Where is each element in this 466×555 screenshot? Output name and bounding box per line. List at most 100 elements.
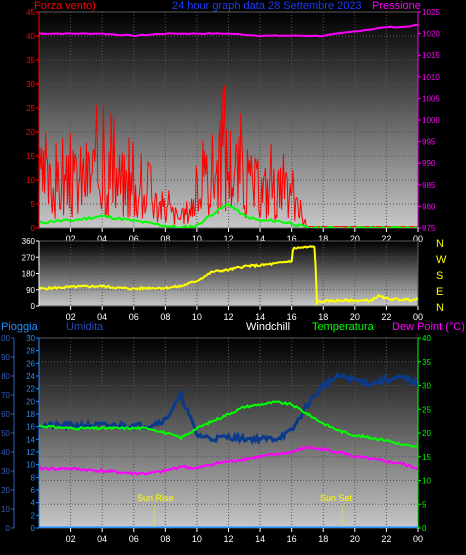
y-tick-label: 28 <box>26 347 35 356</box>
x-tick-label: 20 <box>350 312 360 322</box>
dir-letter-s: S <box>436 270 444 282</box>
x-tick-label: 02 <box>66 534 76 544</box>
y-tick-label: 360 <box>22 237 36 246</box>
x-tick-label: 10 <box>192 234 202 244</box>
y-tick-label: 20 <box>422 429 431 438</box>
x-tick-label: 20 <box>350 534 360 544</box>
y-tick-label: 1005 <box>422 94 440 103</box>
y-tick-label: 20 <box>26 397 35 406</box>
y-tick-label: 25 <box>26 104 35 113</box>
x-tick-label: 16 <box>287 312 297 322</box>
y-tick-label: 35 <box>422 358 431 367</box>
wind-axis-label: Forza vento) <box>34 0 96 12</box>
y-tick-label: 1000 <box>422 116 440 125</box>
x-tick-label: 22 <box>381 534 391 544</box>
x-tick-label: 14 <box>255 534 265 544</box>
y-tick-label: 35 <box>26 56 35 65</box>
y-tick-label: 0 <box>31 524 36 533</box>
x-tick-label: 22 <box>381 312 391 322</box>
legend-pioggia: Pioggia <box>1 321 38 333</box>
y-tick-label: 8 <box>31 473 36 482</box>
x-tick-label: 06 <box>129 534 139 544</box>
y-tick-label: 270 <box>22 253 36 262</box>
x-tick-label: 08 <box>160 534 170 544</box>
y-tick-label: 10 <box>422 477 431 486</box>
y-tick-label: 4 <box>31 499 36 508</box>
x-tick-label: 16 <box>287 234 297 244</box>
dir-letter-w: W <box>436 254 447 266</box>
y-tick-label: 2 <box>31 511 36 520</box>
y-tick-label: 20 <box>26 128 35 137</box>
x-tick-label: 12 <box>223 534 233 544</box>
y-tick-label: 90 <box>26 286 35 295</box>
temperature-series <box>39 400 418 449</box>
y-tick-label: 5 <box>422 500 427 509</box>
y-tick-label: 70 <box>1 391 10 400</box>
wind-axes: 0510152025303540459759809859909951000100… <box>26 8 440 244</box>
x-tick-label: 12 <box>223 234 233 244</box>
y-tick-label: 0 <box>31 302 36 311</box>
y-tick-label: 990 <box>422 159 436 168</box>
x-tick-label: 20 <box>350 234 360 244</box>
wind-direction-series <box>39 245 418 306</box>
y-tick-label: 0 <box>6 524 11 533</box>
x-tick-label: 08 <box>160 234 170 244</box>
y-tick-label: 0 <box>31 224 36 233</box>
y-tick-label: 975 <box>422 224 436 233</box>
y-tick-label: 50 <box>1 429 10 438</box>
y-tick-label: 60 <box>1 410 10 419</box>
x-tick-label: 02 <box>66 234 76 244</box>
legend-umidita: Umidita <box>66 321 104 333</box>
y-tick-label: 40 <box>422 334 431 343</box>
x-tick-label: 04 <box>97 234 107 244</box>
y-tick-label: 12 <box>26 448 35 457</box>
y-tick-label: 24 <box>26 372 35 381</box>
wind-gust-series <box>39 85 418 228</box>
x-tick-label: 18 <box>318 312 328 322</box>
dir-letter-n-bottom: N <box>436 302 444 314</box>
x-tick-label: 06 <box>129 234 139 244</box>
x-tick-label: 10 <box>192 534 202 544</box>
x-tick-label: 14 <box>255 234 265 244</box>
y-tick-label: 1015 <box>422 51 440 60</box>
y-tick-label: 995 <box>422 138 436 147</box>
y-tick-label: 15 <box>422 453 431 462</box>
dir-letter-e: E <box>436 286 444 298</box>
y-tick-label: 40 <box>26 32 35 41</box>
y-tick-label: 985 <box>422 181 436 190</box>
chart-title: 24 hour graph data 28 Settembre 2023 <box>172 0 362 12</box>
y-tick-label: 22 <box>26 385 35 394</box>
sun-markers <box>153 505 343 528</box>
y-tick-label: 1020 <box>422 30 440 39</box>
y-tick-label: 18 <box>26 410 35 419</box>
x-tick-label: 16 <box>287 534 297 544</box>
direction-axes: 0 90 180 270 360 02 04 06 08 10 12 14 16 18 20 22 00 <box>22 237 423 322</box>
legend-dewpoint: Dew Point (°C) <box>392 321 465 333</box>
x-tick-label: 00 <box>413 534 423 544</box>
y-tick-label: 1025 <box>422 8 440 17</box>
x-tick-label: 22 <box>381 234 391 244</box>
x-tick-label: 12 <box>223 312 233 322</box>
x-tick-label: 06 <box>129 312 139 322</box>
y-tick-label: 26 <box>26 359 35 368</box>
x-tick-label: 04 <box>97 312 107 322</box>
y-tick-label: 40 <box>1 448 10 457</box>
sun-rise-label: Sun Rise <box>137 493 174 503</box>
y-tick-label: 20 <box>1 486 10 495</box>
x-tick-label: 02 <box>66 312 76 322</box>
y-tick-label: 100 <box>0 334 11 343</box>
wind-average-series <box>39 202 418 228</box>
y-tick-label: 1010 <box>422 73 440 82</box>
y-tick-label: 0 <box>422 524 427 533</box>
x-tick-label: 14 <box>255 312 265 322</box>
x-tick-label: 00 <box>413 312 423 322</box>
sun-set-label: Sun Set <box>320 493 353 503</box>
y-tick-label: 10 <box>1 505 10 514</box>
temp-axes: 0102030405060708090100024681012141618202… <box>0 334 431 544</box>
pressure-axis-label: Pressione <box>372 0 421 12</box>
x-tick-label: 18 <box>318 234 328 244</box>
humidity-series <box>39 371 418 446</box>
y-tick-label: 45 <box>26 8 35 17</box>
y-tick-label: 30 <box>26 334 35 343</box>
